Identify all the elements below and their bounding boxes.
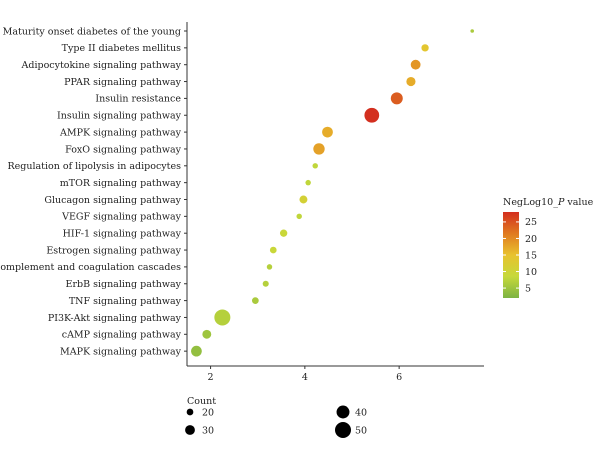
y-tick-label: Regulation of lipolysis in adipocytes <box>7 161 181 172</box>
color-bar <box>503 212 519 298</box>
y-axis-labels: Maturity onset diabetes of the young Type… <box>0 26 182 357</box>
size-legend-label: 20 <box>202 407 214 418</box>
y-tick-label: AMPK signaling pathway <box>59 127 182 138</box>
y-tick-label: PI3K-Akt signaling pathway <box>48 313 182 324</box>
y-tick-label: Maturity onset diabetes of the young <box>3 26 181 37</box>
data-point <box>299 195 308 204</box>
color-legend: NegLog10_P value 5 10 15 20 25 <box>503 197 594 298</box>
data-point <box>214 309 231 326</box>
data-point <box>390 92 403 105</box>
y-tick-label: HIF-1 signaling pathway <box>63 229 182 240</box>
y-tick-label: MAPK signaling pathway <box>60 346 182 357</box>
color-legend-title: NegLog10_P value <box>503 197 594 208</box>
data-points <box>191 29 475 357</box>
data-point <box>202 329 212 339</box>
size-legend-label: 50 <box>355 425 367 436</box>
x-tick-label: 6 <box>396 372 402 383</box>
y-tick-label: Glucagon signaling pathway <box>44 195 181 206</box>
y-tick-label: cAMP signaling pathway <box>62 330 182 341</box>
data-point <box>305 179 311 186</box>
data-point <box>266 264 273 270</box>
size-legend-dot <box>185 425 195 435</box>
y-tick-label: VEGF signaling pathway <box>61 212 182 223</box>
axes <box>184 22 484 367</box>
data-point <box>470 29 475 33</box>
x-axis-ticks: 2 4 6 <box>208 366 402 383</box>
color-legend-label: 15 <box>525 250 537 261</box>
x-tick-label: 4 <box>302 372 308 383</box>
color-legend-label: 25 <box>525 217 537 228</box>
data-point <box>191 345 202 357</box>
color-legend-label: 5 <box>525 283 531 294</box>
y-tick-label: Type II diabetes mellitus <box>62 43 181 54</box>
x-tick-label: 2 <box>208 372 214 383</box>
data-point <box>296 213 302 220</box>
size-legend-dot <box>336 405 350 419</box>
y-tick-label: ErbB signaling pathway <box>66 279 182 290</box>
size-legend-dot <box>335 422 351 438</box>
y-tick-label: TNF signaling pathway <box>69 296 182 307</box>
y-tick-label: PPAR signaling pathway <box>64 77 181 88</box>
data-point <box>269 246 277 254</box>
size-legend-dot <box>186 408 194 416</box>
data-point <box>410 59 421 70</box>
y-tick-label: Insulin resistance <box>95 94 181 105</box>
color-legend-label: 10 <box>525 267 537 278</box>
size-legend-label: 30 <box>202 425 214 436</box>
data-point <box>364 107 380 123</box>
size-legend-label: 40 <box>355 407 367 418</box>
data-point <box>406 76 416 87</box>
y-tick-label: Insulin signaling pathway <box>57 111 182 122</box>
data-point <box>322 126 333 138</box>
y-tick-label: FoxO signaling pathway <box>65 144 182 155</box>
y-tick-label: Complement and coagulation cascades <box>0 262 181 273</box>
y-tick-label: mTOR signaling pathway <box>60 178 182 189</box>
data-point <box>312 163 318 169</box>
data-point <box>313 143 325 155</box>
data-point <box>262 280 269 287</box>
y-tick-label: Estrogen signaling pathway <box>46 245 181 256</box>
data-point <box>279 229 288 237</box>
data-point <box>252 297 259 304</box>
y-tick-label: Adipocytokine signaling pathway <box>21 60 182 71</box>
size-legend-title: Count <box>187 396 216 407</box>
color-legend-label: 20 <box>525 234 537 245</box>
data-point <box>421 44 429 52</box>
